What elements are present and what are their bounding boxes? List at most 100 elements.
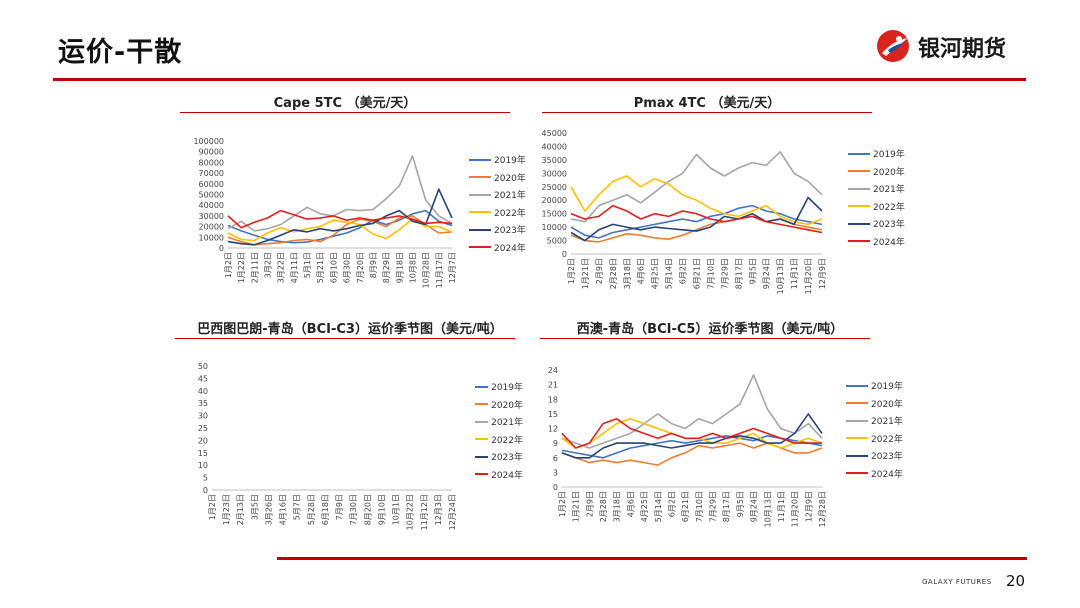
- x-tick-label: 2月9日: [585, 491, 594, 517]
- x-tick-label: 11月1日: [777, 491, 786, 522]
- x-tick-label: 2月11日: [250, 252, 259, 283]
- series-line: [561, 374, 823, 449]
- brand-name: 银河期货: [918, 37, 1007, 62]
- legend-swatch: [469, 246, 491, 249]
- legend-label: 2023年: [494, 226, 526, 237]
- legend-swatch: [846, 402, 868, 405]
- x-tick-label: 5月14日: [665, 258, 674, 289]
- legend-item: 2021年: [846, 412, 903, 430]
- galaxy-logo-icon: [877, 30, 909, 62]
- legend-item: 2020年: [846, 395, 903, 413]
- x-tick-label: 7月20日: [356, 252, 365, 283]
- x-tick-label: 11月12日: [420, 494, 429, 530]
- legend-item: 2022年: [475, 431, 523, 449]
- x-tick-label: 8月20日: [363, 494, 372, 525]
- x-tick-label: 1月2日: [558, 491, 567, 517]
- x-tick-label: 8月29日: [382, 252, 391, 283]
- chart-title: 巴西图巴朗-青岛（BCI-C3）运价季节图（美元/吨）: [197, 322, 503, 337]
- x-tick-label: 7月9日: [335, 494, 344, 520]
- x-tick-label: 6月2日: [667, 491, 676, 517]
- y-tick-label: 5: [203, 474, 208, 483]
- series-line: [227, 209, 453, 244]
- legend-swatch: [846, 454, 868, 457]
- x-tick-label: 1月21日: [572, 491, 581, 522]
- y-tick-label: 20000: [542, 196, 567, 205]
- legend-label: 2022年: [491, 435, 523, 446]
- legend-item: 2021年: [475, 413, 523, 431]
- y-tick-label: 15: [548, 410, 558, 419]
- legend-label: 2023年: [491, 453, 523, 464]
- y-tick-label: 9: [553, 439, 558, 448]
- legend-label: 2023年: [873, 220, 905, 231]
- y-tick-label: 15000: [542, 210, 567, 219]
- x-tick-label: 10月13日: [763, 491, 772, 527]
- x-tick-label: 4月6日: [626, 491, 635, 517]
- y-tick-label: 30000: [542, 169, 567, 178]
- series-line: [227, 155, 453, 232]
- x-tick-label: 7月29日: [709, 491, 718, 522]
- x-tick-label: 4月11日: [290, 252, 299, 283]
- y-tick-label: 50000: [199, 191, 224, 200]
- legend-swatch: [848, 205, 870, 208]
- series-line: [570, 204, 823, 239]
- y-tick-label: 35000: [542, 156, 567, 165]
- legend-label: 2021年: [871, 417, 903, 428]
- x-tick-label: 7月29日: [720, 258, 729, 289]
- x-tick-label: 9月10日: [377, 494, 386, 525]
- chart-legend: 2019年 2020年 2021年 2022年 2023年 2024年: [846, 377, 903, 482]
- legend-label: 2020年: [871, 399, 903, 410]
- series-line: [561, 413, 823, 459]
- chart-title-rule: [180, 112, 510, 113]
- x-tick-label: 1月22日: [237, 252, 246, 283]
- legend-swatch: [846, 384, 868, 387]
- x-tick-label: 5月28日: [307, 494, 316, 525]
- x-tick-label: 1月2日: [567, 258, 576, 284]
- x-tick-label: 7月30日: [349, 494, 358, 525]
- x-tick-label: 5月14日: [654, 491, 663, 522]
- legend-swatch: [469, 158, 491, 161]
- legend-item: 2022年: [848, 198, 905, 216]
- x-tick-label: 7月10日: [706, 258, 715, 289]
- series-line: [227, 209, 453, 229]
- y-tick-label: 0: [553, 483, 558, 492]
- x-tick-label: 12月9日: [804, 491, 813, 522]
- y-tick-label: 40: [198, 387, 208, 396]
- x-tick-label: 5月1日: [303, 252, 312, 278]
- brand-logo: 银河期货: [874, 26, 1034, 66]
- legend-label: 2021年: [491, 418, 523, 429]
- x-tick-label: 12月9日: [818, 258, 827, 289]
- x-tick-label: 3月26日: [264, 494, 273, 525]
- y-tick-label: 50: [198, 362, 208, 371]
- legend-swatch: [848, 152, 870, 155]
- y-tick-label: 10000: [199, 233, 224, 242]
- y-tick-label: 21: [548, 381, 558, 390]
- x-tick-label: 10月8日: [408, 252, 417, 283]
- legend-item: 2024年: [846, 465, 903, 483]
- x-tick-label: 5月7日: [293, 494, 302, 520]
- legend-item: 2020年: [469, 169, 526, 187]
- legend-label: 2021年: [873, 185, 905, 196]
- x-tick-label: 6月18日: [321, 494, 330, 525]
- legend-swatch: [475, 473, 489, 476]
- footer-divider: [277, 557, 1027, 560]
- legend-label: 2020年: [491, 400, 523, 411]
- y-tick-label: 12: [548, 425, 558, 434]
- legend-label: 2022年: [871, 434, 903, 445]
- legend-label: 2022年: [494, 208, 526, 219]
- x-tick-label: 10月28日: [422, 252, 431, 288]
- y-tick-label: 0: [562, 250, 567, 259]
- series-line: [227, 188, 453, 246]
- x-tick-label: 3月18日: [613, 491, 622, 522]
- chart-title: Pmax 4TC （美元/天）: [633, 96, 781, 111]
- x-tick-label: 11月20日: [791, 491, 800, 527]
- series-line: [570, 204, 823, 234]
- chart-title-rule: [540, 338, 870, 339]
- x-tick-label: 1月2日: [224, 252, 233, 278]
- x-tick-label: 12月28日: [818, 491, 827, 527]
- x-tick-label: 5月21日: [316, 252, 325, 283]
- y-tick-label: 40000: [542, 142, 567, 151]
- y-tick-label: 0: [203, 486, 208, 495]
- x-tick-label: 6月30日: [343, 252, 352, 283]
